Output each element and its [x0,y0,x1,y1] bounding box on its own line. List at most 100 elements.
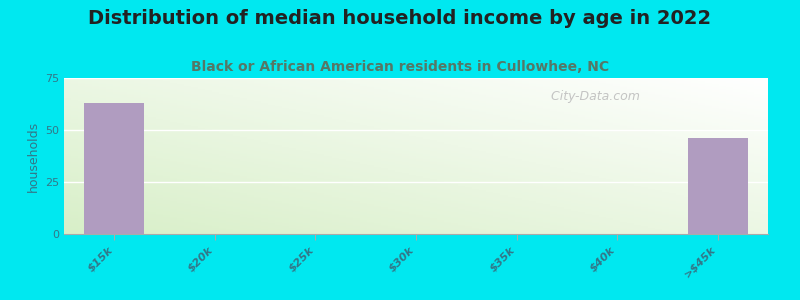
Bar [254,106,261,108]
Bar [571,108,578,109]
Bar [536,223,542,225]
Bar [634,167,642,169]
Bar [198,179,205,181]
Bar [149,156,155,158]
Bar [507,161,514,162]
Bar [606,80,613,81]
Bar [712,165,718,167]
Bar [655,125,662,126]
Bar [388,215,395,217]
Bar [627,220,634,221]
Bar [64,182,71,184]
Bar [120,226,127,228]
Bar [240,112,247,114]
Bar [219,103,226,104]
Bar [346,229,353,231]
Bar [155,228,162,229]
Bar [423,136,430,137]
Bar [437,156,444,158]
Bar [162,208,170,209]
Bar [557,81,564,83]
Bar [233,167,240,169]
Bar [64,196,71,198]
Bar [155,83,162,84]
Bar [395,190,402,192]
Bar [190,231,198,232]
Bar [557,156,564,158]
Bar [303,175,310,176]
Bar [190,106,198,108]
Bar [247,118,254,120]
Bar [120,192,127,194]
Bar [466,178,472,179]
Bar [64,130,71,131]
Bar [395,97,402,98]
Bar [149,100,155,101]
Bar [106,78,114,80]
Bar [170,122,177,123]
Bar [120,178,127,179]
Bar [346,136,353,137]
Bar [698,203,705,204]
Bar [149,131,155,133]
Bar [683,106,690,108]
Bar [184,130,190,131]
Bar [740,86,747,87]
Bar [261,131,268,133]
Bar [606,167,613,169]
Bar [219,86,226,87]
Bar [99,194,106,195]
Bar [346,218,353,220]
Bar [64,109,71,111]
Bar [740,189,747,190]
Bar [578,215,585,217]
Bar [690,145,698,147]
Bar [712,125,718,126]
Bar [662,87,670,89]
Bar [458,182,466,184]
Bar [542,147,550,148]
Bar [592,83,599,84]
Bar [310,203,318,204]
Bar [655,80,662,81]
Bar [162,170,170,172]
Bar [331,231,338,232]
Bar [162,150,170,151]
Bar [437,112,444,114]
Bar [219,92,226,94]
Bar [747,173,754,175]
Bar [134,190,142,192]
Bar [514,221,522,223]
Bar [240,228,247,229]
Bar [747,194,754,195]
Bar [690,189,698,190]
Bar [430,116,437,117]
Bar [190,89,198,91]
Bar [162,140,170,142]
Bar [92,98,99,100]
Bar [219,131,226,133]
Bar [578,172,585,173]
Bar [395,220,402,221]
Bar [536,231,542,232]
Bar [254,118,261,120]
Bar [578,91,585,92]
Bar [486,162,494,164]
Bar [416,103,423,104]
Bar [268,150,275,151]
Bar [99,87,106,89]
Bar [303,100,310,101]
Bar [578,189,585,190]
Bar [381,212,388,214]
Bar [501,151,507,153]
Bar [275,81,282,83]
Bar [275,159,282,161]
Bar [184,80,190,81]
Bar [718,154,726,156]
Bar [430,84,437,86]
Bar [592,147,599,148]
Bar [205,228,212,229]
Bar [486,225,494,226]
Bar [705,167,712,169]
Bar [402,231,409,232]
